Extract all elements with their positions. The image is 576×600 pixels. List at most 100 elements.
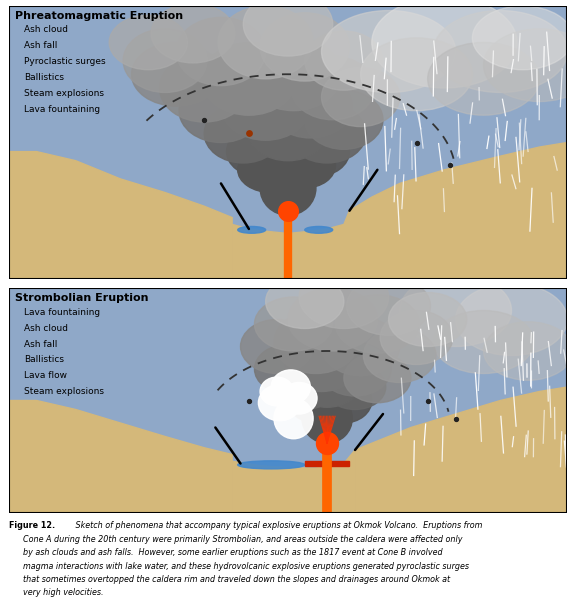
Ellipse shape: [204, 104, 282, 163]
Point: [412, 137, 421, 147]
Text: Ash cloud: Ash cloud: [24, 25, 69, 34]
Ellipse shape: [260, 161, 316, 215]
Ellipse shape: [176, 17, 266, 86]
Text: Figure 12.: Figure 12.: [9, 521, 55, 530]
Text: Phreatomagmatic Eruption: Phreatomagmatic Eruption: [16, 11, 184, 20]
Ellipse shape: [238, 147, 305, 193]
Ellipse shape: [255, 297, 333, 351]
Ellipse shape: [427, 43, 539, 115]
Ellipse shape: [260, 377, 294, 406]
Ellipse shape: [433, 311, 534, 373]
Polygon shape: [350, 142, 567, 279]
Ellipse shape: [484, 322, 573, 380]
Text: Ash fall: Ash fall: [24, 340, 58, 349]
Text: Sketch of phenomena that accompany typical explosive eruptions at Okmok Volcano.: Sketch of phenomena that accompany typic…: [73, 521, 482, 530]
Ellipse shape: [319, 342, 391, 396]
Point: [451, 414, 460, 424]
Ellipse shape: [268, 74, 353, 138]
Ellipse shape: [246, 97, 330, 161]
Point: [244, 128, 253, 138]
Ellipse shape: [274, 364, 335, 409]
Polygon shape: [9, 152, 232, 279]
Ellipse shape: [456, 283, 567, 355]
Ellipse shape: [281, 383, 317, 414]
Point: [199, 115, 209, 125]
Ellipse shape: [324, 364, 386, 409]
Ellipse shape: [274, 398, 313, 439]
Ellipse shape: [255, 344, 321, 394]
Ellipse shape: [321, 67, 400, 127]
Text: Cone A during the 20th century were primarily Strombolian, and areas outside the: Cone A during the 20th century were prim…: [22, 535, 462, 544]
Polygon shape: [9, 401, 232, 513]
Text: Lava flow: Lava flow: [24, 371, 67, 380]
Ellipse shape: [179, 79, 263, 142]
Polygon shape: [232, 211, 350, 279]
Ellipse shape: [361, 38, 472, 110]
Ellipse shape: [305, 90, 383, 149]
Ellipse shape: [246, 38, 341, 110]
Ellipse shape: [400, 275, 511, 346]
Text: Pyroclastic surges: Pyroclastic surges: [24, 57, 106, 66]
Ellipse shape: [344, 353, 411, 403]
Text: Lava fountaining: Lava fountaining: [24, 308, 100, 317]
Ellipse shape: [316, 378, 372, 423]
Text: Ash cloud: Ash cloud: [24, 324, 69, 333]
Ellipse shape: [252, 120, 324, 175]
Text: Strombolian Eruption: Strombolian Eruption: [16, 293, 149, 304]
Ellipse shape: [218, 6, 313, 79]
Ellipse shape: [389, 292, 467, 346]
Ellipse shape: [202, 43, 297, 115]
Ellipse shape: [363, 329, 436, 383]
Ellipse shape: [123, 29, 207, 92]
Ellipse shape: [484, 29, 576, 101]
Ellipse shape: [305, 31, 383, 90]
Ellipse shape: [288, 104, 366, 163]
Ellipse shape: [266, 275, 344, 329]
Ellipse shape: [347, 277, 430, 335]
Ellipse shape: [131, 43, 221, 106]
Polygon shape: [232, 450, 355, 513]
Text: that sometimes overtopped the caldera rim and traveled down the slopes and drain: that sometimes overtopped the caldera ri…: [22, 575, 450, 584]
Ellipse shape: [372, 0, 517, 88]
Ellipse shape: [321, 317, 400, 376]
Ellipse shape: [243, 0, 333, 56]
Ellipse shape: [221, 72, 310, 140]
Ellipse shape: [282, 127, 350, 176]
Ellipse shape: [285, 337, 358, 391]
Ellipse shape: [294, 358, 361, 407]
Ellipse shape: [259, 385, 301, 421]
Ellipse shape: [472, 6, 573, 70]
Text: Lava fountaining: Lava fountaining: [24, 105, 100, 114]
Polygon shape: [355, 387, 567, 513]
Ellipse shape: [288, 288, 377, 351]
Ellipse shape: [380, 311, 453, 364]
Ellipse shape: [299, 265, 389, 329]
Ellipse shape: [226, 127, 294, 176]
Ellipse shape: [433, 11, 567, 92]
Ellipse shape: [260, 13, 350, 81]
Ellipse shape: [274, 311, 358, 373]
Text: Steam explosions: Steam explosions: [24, 387, 104, 396]
Point: [244, 396, 253, 406]
Point: [283, 206, 293, 215]
Text: Steam explosions: Steam explosions: [24, 89, 104, 98]
Text: very high velocities.: very high velocities.: [22, 588, 103, 597]
Ellipse shape: [288, 378, 344, 423]
Text: magma interactions with lake water, and these hydrovolcanic explosive eruptions : magma interactions with lake water, and …: [22, 562, 469, 571]
Ellipse shape: [335, 295, 419, 353]
Ellipse shape: [151, 4, 235, 63]
Ellipse shape: [238, 226, 266, 233]
Polygon shape: [305, 461, 350, 466]
Ellipse shape: [160, 54, 249, 122]
Ellipse shape: [305, 226, 333, 233]
Point: [445, 160, 454, 170]
Ellipse shape: [109, 15, 187, 70]
Ellipse shape: [271, 370, 310, 404]
Text: Ballistics: Ballistics: [24, 355, 65, 364]
Ellipse shape: [302, 394, 353, 443]
Text: by ash clouds and ash falls.  However, some earlier eruptions such as the 1817 e: by ash clouds and ash falls. However, so…: [22, 548, 442, 557]
Point: [423, 396, 432, 406]
Ellipse shape: [241, 319, 313, 373]
Text: Ash fall: Ash fall: [24, 41, 58, 50]
Text: Ballistics: Ballistics: [24, 73, 65, 82]
